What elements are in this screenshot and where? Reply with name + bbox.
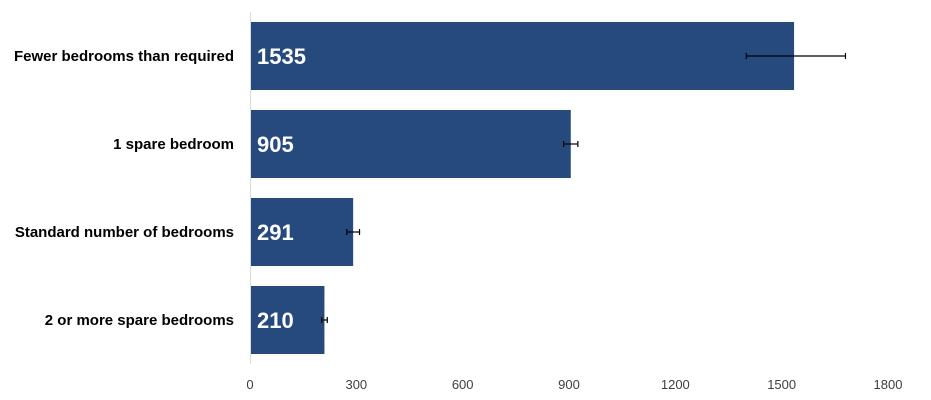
category-label-3: 2 or more spare bedrooms [45,312,234,329]
category-label-2: Standard number of bedrooms [15,224,234,241]
bar-3 [251,286,325,354]
data-label-3: 210 [257,308,294,333]
data-label-1: 905 [257,132,294,157]
error-bars-layer [320,53,847,323]
bar-2 [251,198,354,266]
x-tick-label-3: 900 [558,377,580,392]
x-tick-label-6: 1800 [874,377,903,392]
x-tick-label-4: 1200 [661,377,690,392]
data-label-0: 1535 [257,44,306,69]
x-tick-label-2: 600 [452,377,474,392]
x-tick-label-5: 1500 [767,377,796,392]
x-tick-label-1: 300 [345,377,367,392]
labels-layer: Fewer bedrooms than required 1535 1 spare … [14,44,306,333]
bars-layer [251,22,795,354]
category-label-0: Fewer bedrooms than required [14,48,234,65]
axis-layer: 0 300 600 900 1200 1500 1800 [246,12,902,392]
x-tick-label-0: 0 [246,377,253,392]
bar-0 [251,22,795,90]
data-label-2: 291 [257,220,294,245]
category-label-1: 1 spare bedroom [113,136,234,153]
bar-1 [251,110,571,178]
